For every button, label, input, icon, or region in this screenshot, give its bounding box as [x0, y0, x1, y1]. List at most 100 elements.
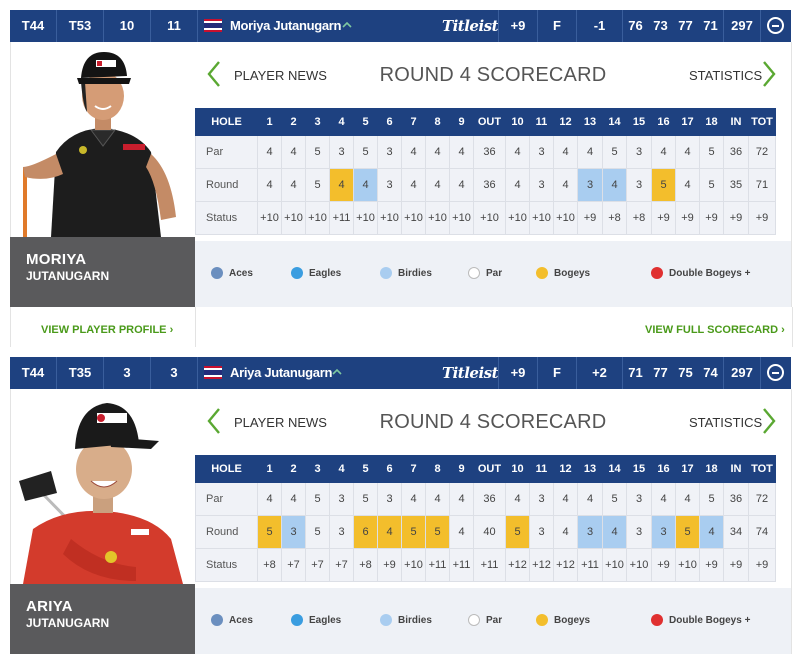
player-photo [10, 42, 196, 237]
score-cell: 3 [626, 482, 652, 516]
score-cell: +8 [257, 548, 282, 582]
score-cell: 5 [699, 135, 724, 169]
score-cell: 4 [449, 168, 474, 202]
player-header-bar[interactable]: T44 T53 10 11 Moriya Jutanugarn Titleist… [10, 10, 791, 42]
score-cell: +10 [305, 201, 330, 235]
collapse-icon[interactable] [767, 17, 784, 34]
scorecard-par-row: Par 4 4 5 3 5 3 4 4 4 36 4 3 4 4 5 3 4 4 5 36 72 [195, 482, 776, 516]
score-cell: 5 [305, 168, 330, 202]
score-cell: 5 [651, 168, 676, 202]
view-player-profile-link[interactable]: VIEW PLAYER PROFILE › [41, 324, 174, 336]
score-cell: +11 [449, 548, 474, 582]
hole-header-cell: OUT [473, 455, 506, 483]
scorecard-panel: PLAYER NEWS ROUND 4 SCORECARD STATISTICS… [195, 389, 792, 654]
hole-header-cell: 4 [329, 108, 354, 136]
score-cell: 3 [626, 515, 652, 549]
hole-header-cell: HOLE [195, 108, 258, 136]
score-cell: 3 [529, 515, 554, 549]
score-cell: +9 [651, 548, 676, 582]
player-news-link[interactable]: PLAYER NEWS [234, 68, 327, 83]
hole-header-cell: 14 [602, 108, 627, 136]
player-photo [10, 389, 196, 584]
legend-birdies: Birdies [380, 267, 432, 279]
chevron-up-icon[interactable] [342, 20, 352, 30]
hole-header-cell: 15 [626, 108, 652, 136]
score-cell: 4 [329, 168, 354, 202]
score-cell: 4 [425, 135, 450, 169]
score-cell: 4 [602, 515, 627, 549]
player-news-link[interactable]: PLAYER NEWS [234, 415, 327, 430]
score-cell: 72 [748, 482, 776, 516]
thailand-flag-icon [204, 366, 222, 379]
hole-header-cell: 6 [377, 108, 402, 136]
score-cell: 40 [473, 515, 506, 549]
score-cell: 4 [505, 482, 530, 516]
chevron-up-icon[interactable] [332, 367, 342, 377]
round-3-score: 77 [678, 18, 693, 33]
score-cell: Status [195, 548, 258, 582]
score-cell: 5 [353, 482, 378, 516]
score-cell: +7 [281, 548, 306, 582]
score-cell: 3 [377, 482, 402, 516]
score-cell: 5 [425, 515, 450, 549]
hole-header-cell: 9 [449, 108, 474, 136]
player-header-bar[interactable]: T44 T35 3 3 Ariya Jutanugarn Titleist +9… [10, 357, 791, 389]
scorecard-title: ROUND 4 SCORECARD [379, 64, 607, 86]
score-cell: 4 [699, 515, 724, 549]
score-cell: 4 [449, 135, 474, 169]
score-cell: 3 [529, 168, 554, 202]
chevron-left-icon[interactable] [207, 407, 221, 435]
score-cell: 5 [401, 515, 426, 549]
collapse-icon[interactable] [767, 364, 784, 381]
statistics-link[interactable]: STATISTICS [689, 68, 763, 83]
chevron-right-icon[interactable] [762, 60, 776, 88]
score-cell: 3 [329, 482, 354, 516]
player-first-name: ARIYA [26, 598, 73, 615]
chevron-left-icon[interactable] [207, 60, 221, 88]
player-name[interactable]: Ariya Jutanugarn [230, 365, 333, 380]
score-cell: 5 [602, 482, 627, 516]
hole-header-cell: 17 [675, 455, 700, 483]
statistics-link[interactable]: STATISTICS [689, 415, 763, 430]
today: -1 [593, 18, 606, 33]
score-cell: +9 [723, 548, 749, 582]
round-1-score: 71 [628, 365, 643, 380]
view-full-scorecard-link[interactable]: VIEW FULL SCORECARD › [645, 324, 785, 336]
legend-bogeys: Bogeys [536, 614, 590, 626]
hole-header-cell: 13 [577, 108, 603, 136]
player-name[interactable]: Moriya Jutanugarn [230, 18, 342, 33]
score-cell: 4 [675, 168, 700, 202]
chevron-right-icon[interactable] [762, 407, 776, 435]
score-cell: 3 [281, 515, 306, 549]
legend-eagles: Eagles [291, 267, 341, 279]
score-cell: +10 [377, 201, 402, 235]
score-cell: +11 [329, 201, 354, 235]
score-cell: 4 [425, 168, 450, 202]
previous-position: T53 [68, 18, 92, 33]
score-legend: Aces Eagles Birdies Par Bogeys Double Bo… [195, 241, 791, 307]
score-cell: 4 [553, 482, 578, 516]
legend-par: Par [468, 614, 502, 626]
total-score: 297 [731, 18, 753, 33]
score-cell: +10 [529, 201, 554, 235]
stat-col-2: 11 [167, 18, 181, 33]
thailand-flag-icon [204, 19, 222, 32]
score-cell: 4 [425, 482, 450, 516]
score-cell: +10 [626, 548, 652, 582]
score-cell: 4 [401, 482, 426, 516]
score-cell: 4 [449, 515, 474, 549]
score-cell: 4 [353, 168, 378, 202]
hole-header-cell: 5 [353, 108, 378, 136]
score-cell: 4 [577, 135, 603, 169]
hole-header-cell: 14 [602, 455, 627, 483]
score-cell: 36 [473, 135, 506, 169]
score-cell: 36 [723, 482, 749, 516]
hole-header-cell: 10 [505, 455, 530, 483]
round-3-score: 75 [678, 365, 693, 380]
score-cell: +10 [505, 201, 530, 235]
hole-header-cell: 17 [675, 108, 700, 136]
score-cell: 3 [626, 168, 652, 202]
position: T44 [21, 365, 45, 380]
score-cell: +12 [505, 548, 530, 582]
score-cell: +10 [353, 201, 378, 235]
